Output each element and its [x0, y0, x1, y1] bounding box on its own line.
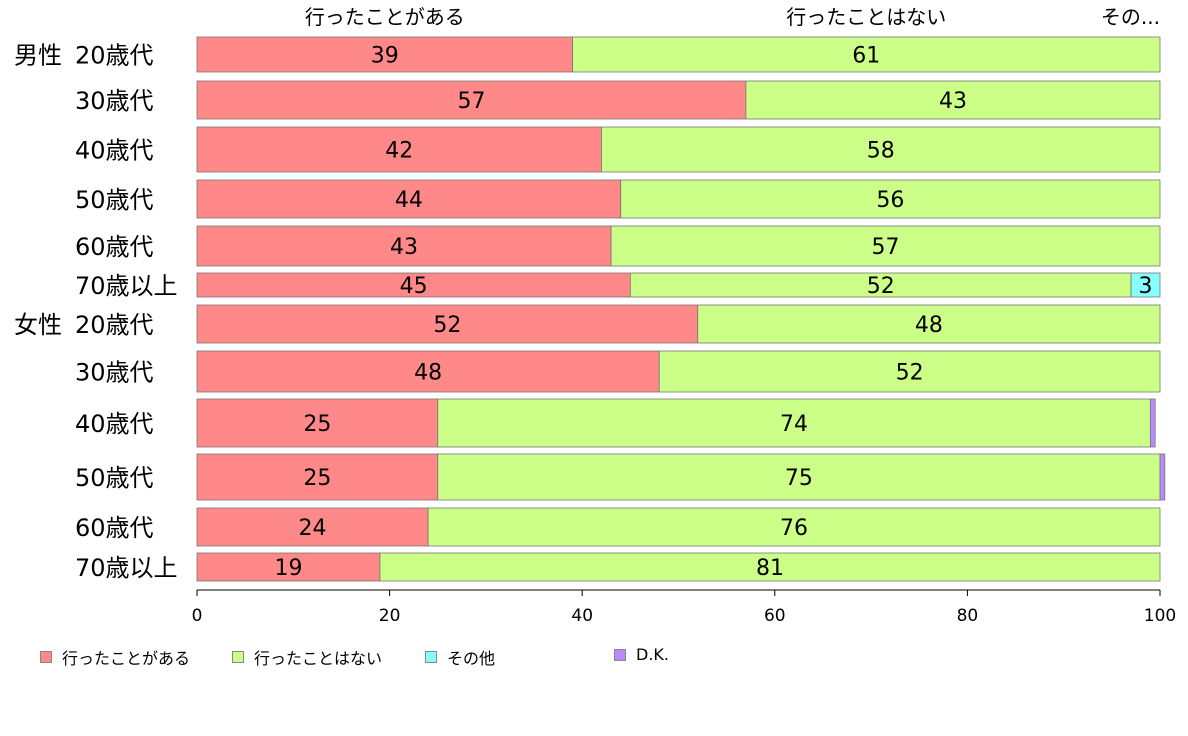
- bar-segment: [196, 36, 573, 73]
- bar-segment: [196, 304, 699, 344]
- data-label: 58: [867, 139, 895, 164]
- legend-item: その他: [425, 645, 495, 669]
- group-label: 男性: [14, 42, 62, 70]
- data-label: 42: [385, 139, 413, 164]
- x-tick-label: 80: [957, 606, 979, 626]
- stacked-bar-chart: 行ったことがある 行ったことはない その... 39 61 20歳代 57 43 30歳代 42 5…: [14, 5, 1176, 626]
- bar-segment: [196, 398, 439, 448]
- bar-segment: [601, 126, 1161, 173]
- legend-label: 行ったことはない: [254, 649, 383, 668]
- bar-segment: [620, 179, 1161, 219]
- data-label: 48: [414, 361, 442, 386]
- data-label: 76: [780, 516, 808, 541]
- top-label-0: 行ったことがある: [305, 5, 465, 29]
- category-label: 60歳代: [75, 514, 154, 542]
- legend-label: D.K.: [636, 645, 669, 664]
- data-label: 57: [872, 235, 900, 260]
- bar-segment: [196, 80, 747, 120]
- data-label: 24: [299, 516, 327, 541]
- category-label: 50歳代: [75, 186, 154, 214]
- bar-segment: [1130, 272, 1161, 298]
- data-label: 39: [371, 44, 399, 69]
- bar-segment: [610, 225, 1161, 267]
- data-label: 25: [303, 466, 331, 491]
- data-label: 25: [303, 412, 331, 437]
- data-label: 19: [274, 556, 302, 581]
- category-label: 30歳代: [75, 359, 154, 387]
- data-label: 43: [939, 89, 967, 114]
- data-label: 57: [457, 89, 485, 114]
- category-label: 70歳以上: [75, 272, 178, 300]
- legend-swatch: [232, 651, 244, 663]
- category-label: 60歳代: [75, 233, 154, 261]
- x-tick-label: 60: [764, 606, 786, 626]
- category-label: 20歳代: [75, 42, 154, 70]
- data-label: 81: [756, 556, 784, 581]
- data-label: 75: [785, 466, 813, 491]
- data-label: 48: [915, 313, 943, 338]
- legend-label: その他: [447, 649, 496, 668]
- bar-segment: [427, 507, 1161, 547]
- bar-segment: [1149, 398, 1156, 448]
- data-label: 61: [852, 44, 880, 69]
- data-label: 45: [400, 274, 428, 299]
- bar-segment: [437, 453, 1161, 501]
- legend-swatch: [425, 651, 437, 663]
- bar-segment: [745, 80, 1161, 120]
- category-label: 20歳代: [75, 311, 154, 339]
- bar-segment: [437, 398, 1151, 448]
- data-label: 43: [390, 235, 418, 260]
- bar-segment: [196, 350, 660, 393]
- x-tick-label: 40: [571, 606, 593, 626]
- x-tick-label: 0: [192, 606, 203, 626]
- legend-swatch: [40, 651, 52, 663]
- top-label-1: 行ったことはない: [786, 5, 946, 29]
- chart-legend: 行ったことがある 行ったことはない その他 D.K.: [40, 645, 740, 669]
- bar-segment: [196, 126, 602, 173]
- legend-item: 行ったことがある: [40, 645, 190, 669]
- x-tick-label: 100: [1144, 606, 1176, 626]
- legend-label: 行ったことがある: [62, 649, 191, 668]
- bar-segment: [196, 179, 622, 219]
- legend-swatch: [614, 648, 626, 661]
- category-label: 50歳代: [75, 464, 154, 492]
- data-label: 3: [1139, 274, 1153, 299]
- data-label: 56: [876, 188, 904, 213]
- bar-segment: [196, 453, 439, 501]
- bar-segment: [697, 304, 1161, 344]
- data-label: 74: [780, 412, 808, 437]
- data-label: 52: [433, 313, 461, 338]
- bar-segment: [196, 507, 429, 547]
- category-label: 40歳代: [75, 137, 154, 165]
- bar-segment: [196, 225, 612, 267]
- data-label: 44: [395, 188, 423, 213]
- category-label: 40歳代: [75, 410, 154, 438]
- group-label: 女性: [14, 311, 62, 339]
- category-label: 30歳代: [75, 87, 154, 115]
- category-label: 70歳以上: [75, 554, 178, 582]
- data-label: 52: [867, 274, 895, 299]
- bar-segment: [1159, 453, 1166, 501]
- x-tick-label: 20: [379, 606, 401, 626]
- data-label: 52: [896, 361, 924, 386]
- bar-segment: [658, 350, 1161, 393]
- top-label-2: その...: [1101, 5, 1160, 29]
- bar-segment: [629, 272, 1132, 298]
- bar-segment: [379, 552, 1161, 582]
- legend-item: 行ったことはない: [232, 645, 382, 669]
- bar-segment: [572, 36, 1161, 73]
- legend-item: D.K.: [614, 645, 669, 664]
